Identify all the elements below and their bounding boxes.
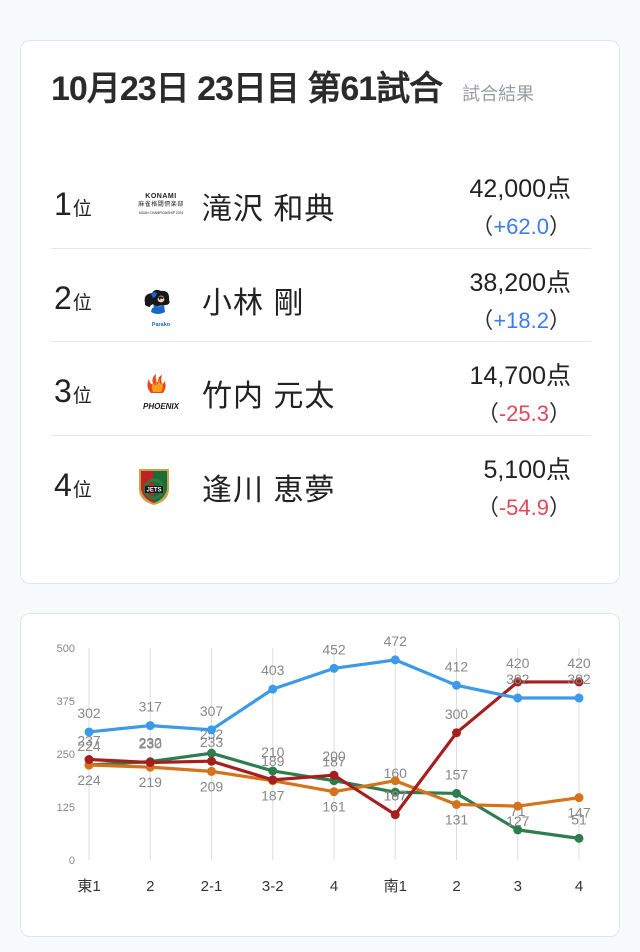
- svg-text:107: 107: [384, 788, 408, 804]
- svg-text:452: 452: [322, 641, 346, 657]
- svg-text:JETS: JETS: [146, 488, 161, 494]
- svg-text:300: 300: [445, 706, 469, 722]
- svg-text:2-1: 2-1: [201, 878, 223, 895]
- svg-text:200: 200: [322, 748, 346, 764]
- svg-text:127: 127: [506, 813, 530, 829]
- svg-text:189: 189: [261, 753, 285, 769]
- svg-text:4: 4: [330, 878, 338, 895]
- svg-text:131: 131: [445, 811, 469, 827]
- svg-text:3-2: 3-2: [262, 878, 284, 895]
- svg-text:2: 2: [452, 878, 460, 895]
- svg-text:382: 382: [567, 671, 591, 687]
- svg-text:412: 412: [445, 658, 469, 674]
- svg-text:157: 157: [445, 766, 469, 782]
- svg-text:500: 500: [57, 643, 75, 655]
- svg-text:317: 317: [139, 699, 163, 715]
- svg-text:382: 382: [506, 671, 530, 687]
- svg-text:東1: 東1: [77, 878, 100, 895]
- svg-text:307: 307: [200, 703, 224, 719]
- svg-text:209: 209: [200, 778, 224, 794]
- svg-text:233: 233: [200, 734, 224, 750]
- svg-text:420: 420: [506, 655, 530, 671]
- svg-text:224: 224: [77, 772, 101, 788]
- svg-text:125: 125: [57, 802, 75, 814]
- svg-text:187: 187: [261, 788, 285, 804]
- svg-text:375: 375: [57, 696, 75, 708]
- svg-text:147: 147: [567, 805, 591, 821]
- svg-text:4: 4: [575, 878, 583, 895]
- svg-text:0: 0: [69, 855, 75, 867]
- svg-text:250: 250: [57, 749, 75, 761]
- svg-text:472: 472: [384, 633, 408, 649]
- svg-text:302: 302: [77, 705, 101, 721]
- svg-text:230: 230: [139, 735, 163, 751]
- svg-text:3: 3: [514, 878, 522, 895]
- svg-text:403: 403: [261, 662, 285, 678]
- svg-text:2: 2: [146, 878, 154, 895]
- svg-text:420: 420: [567, 655, 591, 671]
- svg-text:161: 161: [322, 799, 346, 815]
- svg-text:219: 219: [139, 774, 163, 790]
- svg-text:南1: 南1: [384, 878, 407, 895]
